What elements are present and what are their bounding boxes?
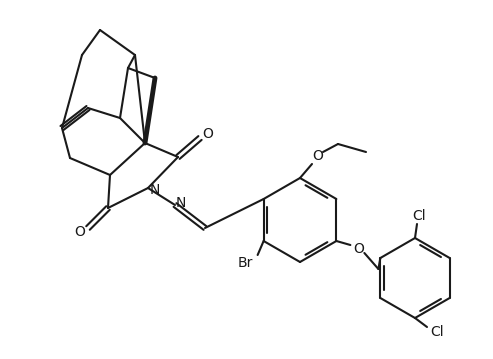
Text: Cl: Cl — [412, 209, 426, 223]
Text: Br: Br — [238, 256, 253, 270]
Text: Cl: Cl — [430, 325, 444, 339]
Text: O: O — [203, 127, 213, 141]
Text: O: O — [313, 149, 323, 163]
Text: O: O — [353, 242, 364, 256]
Text: N: N — [150, 183, 160, 197]
Text: N: N — [176, 196, 186, 210]
Text: O: O — [74, 225, 85, 239]
